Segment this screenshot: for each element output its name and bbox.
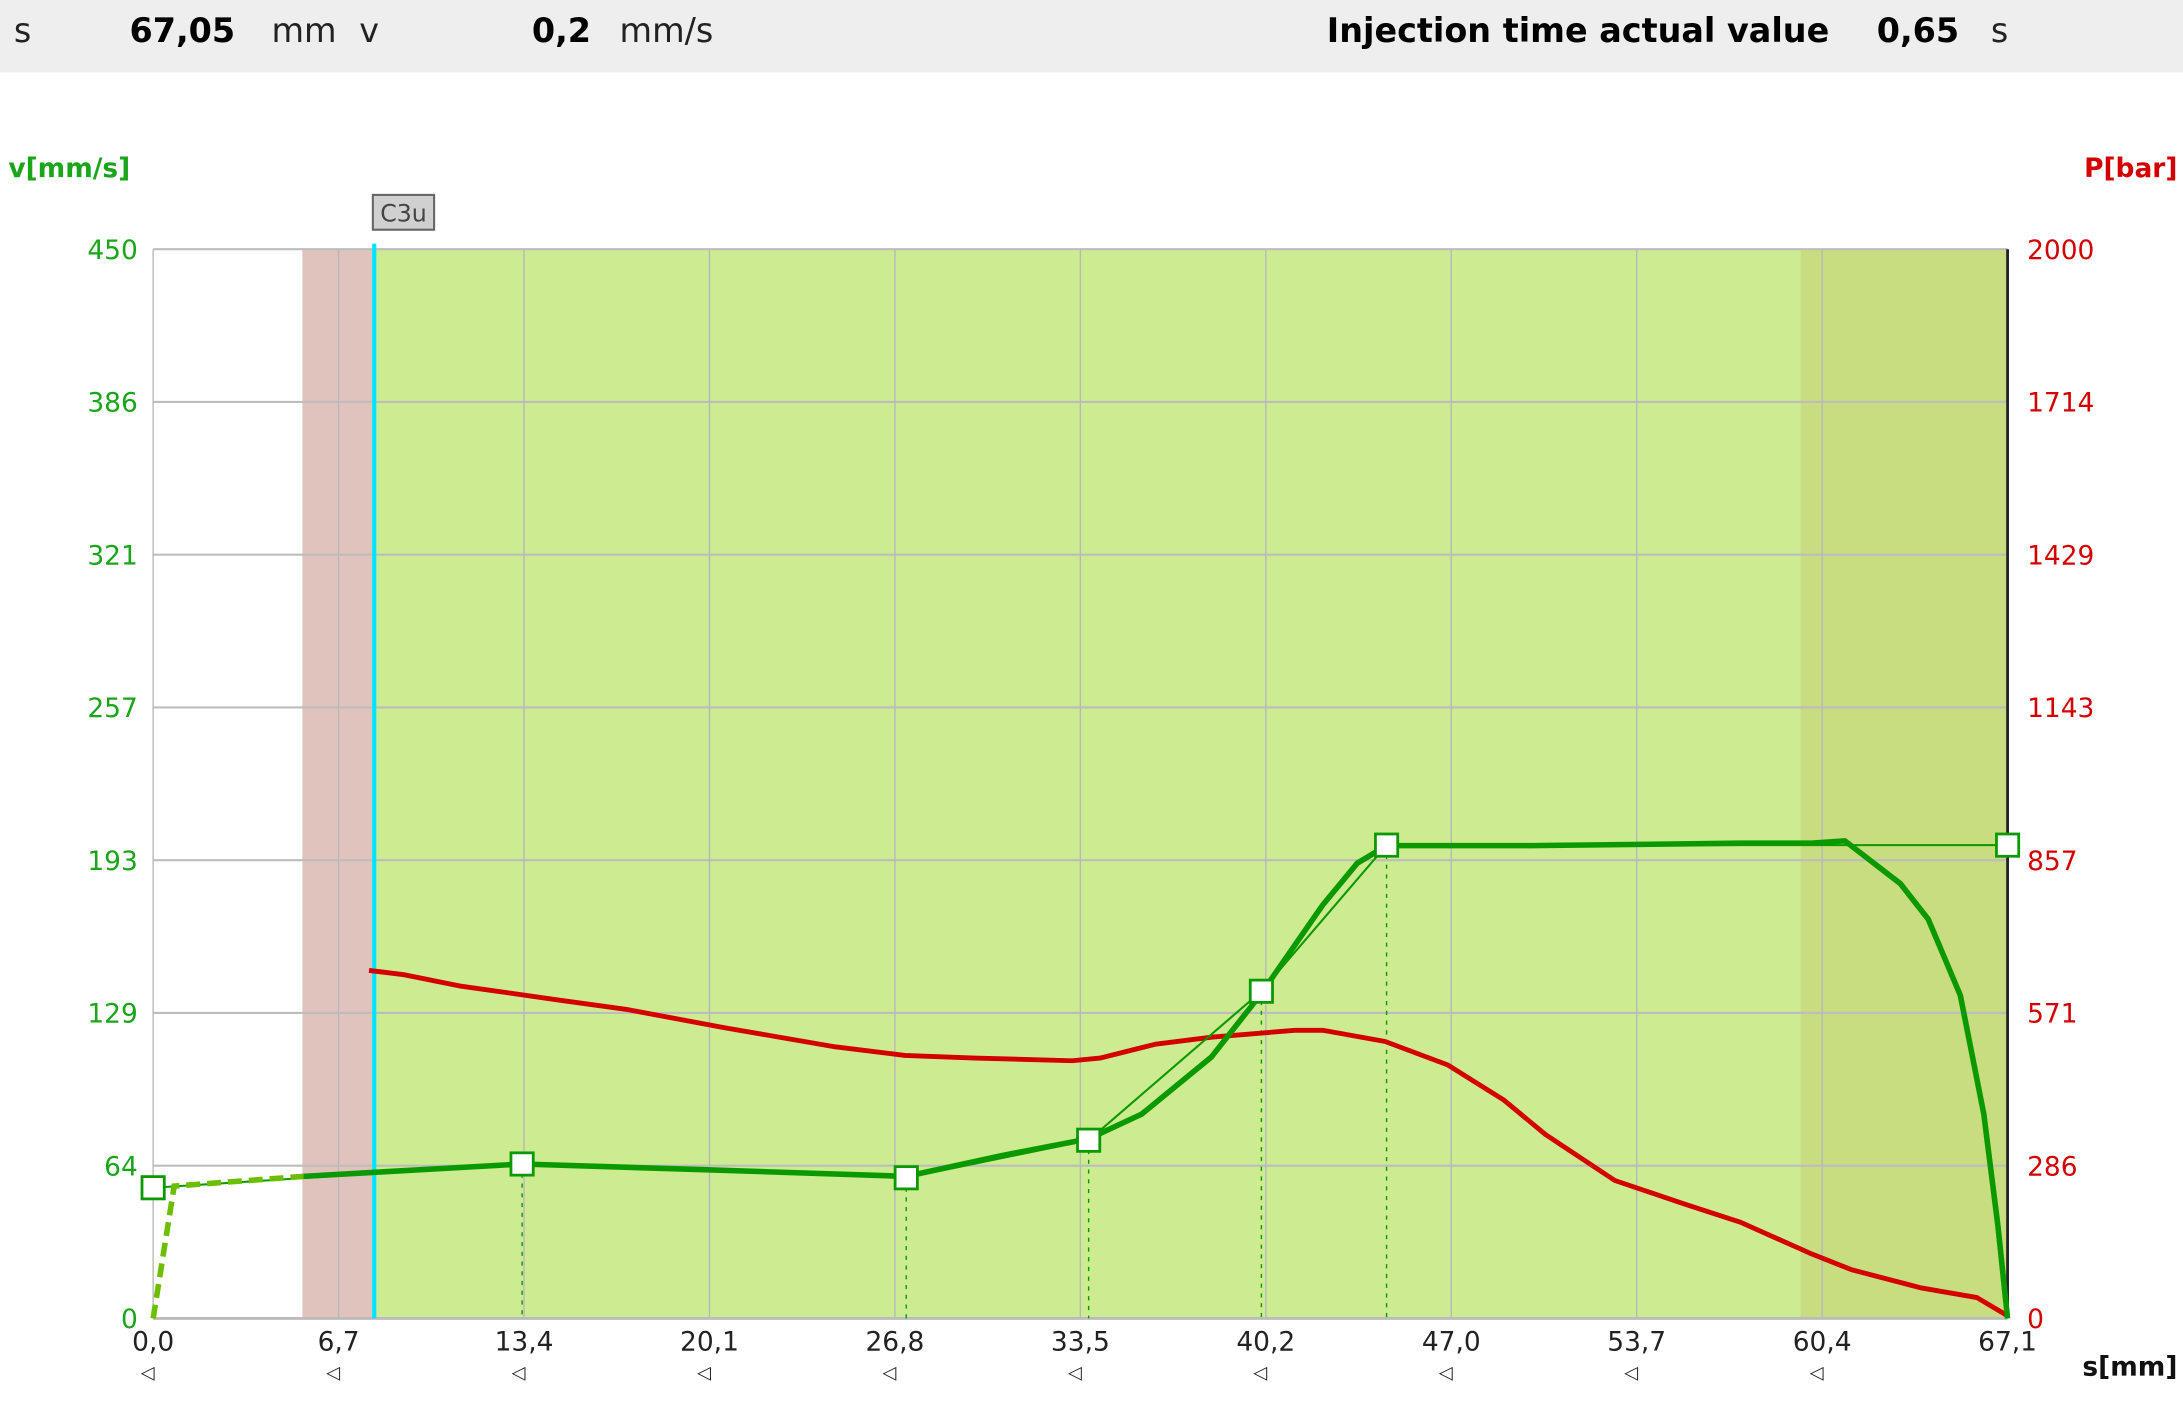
pressure-actual-line bbox=[368, 967, 2009, 1318]
position-unit: mm bbox=[271, 11, 337, 51]
end-zone bbox=[1800, 249, 2008, 1319]
position-label: s bbox=[13, 11, 32, 51]
status-header: s 67,05 mm v 0,2 mm/s Injection time act… bbox=[0, 0, 2183, 73]
tick-marker-triangle-icon: ◁ bbox=[512, 1362, 526, 1383]
velocity-actual-line bbox=[303, 838, 2011, 1319]
setpoint-handle bbox=[1248, 978, 1274, 1004]
x-tick-label: 47,0 bbox=[1422, 1326, 1481, 1357]
x-tick-label: 33,5 bbox=[1051, 1326, 1110, 1357]
x-tick-label: 13,4 bbox=[495, 1326, 554, 1357]
left-tick-label: 257 bbox=[87, 693, 137, 724]
tick-marker-triangle-icon: ◁ bbox=[1439, 1362, 1453, 1383]
x-tick-label: 53,7 bbox=[1607, 1326, 1666, 1357]
setpoint-handle bbox=[140, 1175, 166, 1201]
tick-marker-triangle-icon: ◁ bbox=[1253, 1362, 1267, 1383]
right-tick-label: 857 bbox=[2027, 846, 2077, 877]
tick-marker-triangle-icon: ◁ bbox=[882, 1362, 896, 1383]
velocity-start-dashed-line bbox=[150, 1173, 304, 1319]
x-tick-label: 0,0 bbox=[132, 1326, 174, 1357]
x-tick-label: 67,1 bbox=[1978, 1326, 2037, 1357]
x-tick-label: 40,2 bbox=[1236, 1326, 1295, 1357]
velocity-value: 0,2 bbox=[531, 11, 592, 51]
setpoint-handle bbox=[1076, 1127, 1102, 1153]
right-tick-label: 1429 bbox=[2027, 540, 2094, 571]
left-axis-title: v[mm/s] bbox=[8, 153, 130, 184]
setpoint-handle bbox=[1995, 832, 2021, 858]
right-tick-label: 1143 bbox=[2027, 693, 2094, 724]
right-tick-label: 2000 bbox=[2027, 235, 2094, 266]
injection-time-label: Injection time actual value bbox=[1326, 11, 1830, 51]
tick-marker-triangle-icon: ◁ bbox=[1068, 1362, 1082, 1383]
tick-marker-triangle-icon: ◁ bbox=[1624, 1362, 1638, 1383]
left-tick-label: 129 bbox=[87, 999, 137, 1030]
setpoint-handle bbox=[1374, 832, 1400, 858]
injection-zone bbox=[374, 249, 1801, 1319]
c3u-marker-box bbox=[371, 193, 436, 231]
x-tick-label: 60,4 bbox=[1793, 1326, 1852, 1357]
left-tick-label: 321 bbox=[87, 540, 137, 571]
x-axis-title: s[mm] bbox=[2082, 1352, 2177, 1383]
right-axis-title: P[bar] bbox=[2084, 153, 2177, 184]
right-tick-label: 0 bbox=[2027, 1304, 2044, 1335]
setpoint-handle bbox=[893, 1165, 919, 1191]
left-tick-label: 0 bbox=[121, 1304, 138, 1335]
left-tick-label: 386 bbox=[87, 388, 137, 419]
injection-time-value: 0,65 bbox=[1876, 11, 1960, 51]
tick-marker-triangle-icon: ◁ bbox=[697, 1362, 711, 1383]
velocity-label: v bbox=[359, 11, 379, 51]
left-tick-label: 193 bbox=[87, 846, 137, 877]
x-tick-label: 26,8 bbox=[865, 1326, 924, 1357]
tick-marker-triangle-icon: ◁ bbox=[1810, 1362, 1824, 1383]
c3u-marker-label: C3u bbox=[380, 199, 427, 227]
tick-marker-triangle-icon: ◁ bbox=[326, 1362, 340, 1383]
left-tick-label: 64 bbox=[104, 1151, 138, 1182]
velocity-unit: mm/s bbox=[619, 11, 714, 51]
left-tick-label: 450 bbox=[87, 235, 137, 266]
injection-time-unit: s bbox=[1990, 11, 2009, 51]
tick-marker-triangle-icon: ◁ bbox=[141, 1362, 155, 1383]
right-tick-label: 1714 bbox=[2027, 388, 2094, 419]
position-value: 67,05 bbox=[129, 11, 236, 51]
x-tick-label: 6,7 bbox=[318, 1326, 360, 1357]
right-tick-label: 571 bbox=[2027, 999, 2077, 1030]
setpoint-handle bbox=[509, 1151, 535, 1177]
x-tick-label: 20,1 bbox=[680, 1326, 739, 1357]
right-tick-label: 286 bbox=[2027, 1151, 2077, 1182]
